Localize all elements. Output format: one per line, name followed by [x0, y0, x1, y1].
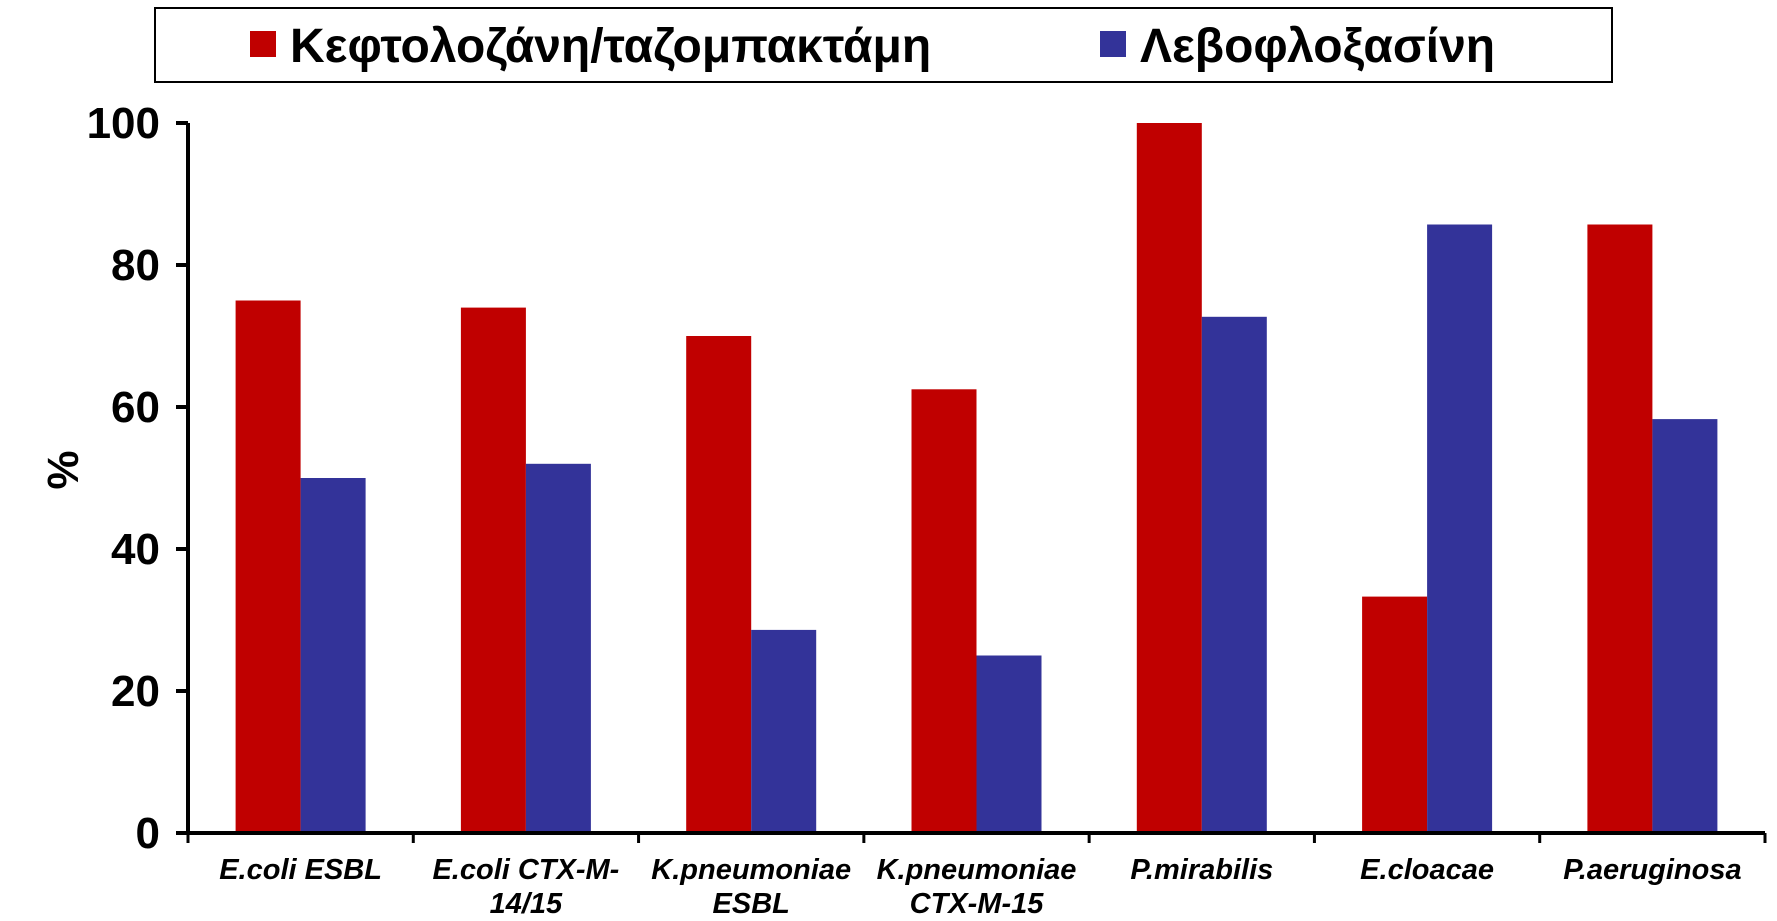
legend: Κεφτολοζάνη/ταζομπακτάμη Λεβοφλοξασίνη: [154, 7, 1613, 83]
x-tick-label-5: P.mirabilis: [1130, 854, 1273, 886]
y-axis-label-group: %: [38, 450, 87, 489]
legend-label-2: Λεβοφλοξασίνη: [1140, 20, 1495, 73]
bar-series2-cat5: [1201, 316, 1267, 833]
x-tick-label-line: 14/15: [490, 888, 563, 920]
y-axis-ticks: 0 20 40 60 80 100: [87, 99, 188, 858]
bar-series1-cat6: [1362, 596, 1428, 833]
x-tick-label-1: E.coli ESBL: [219, 854, 382, 886]
bar-series1-cat4: [911, 389, 977, 834]
x-tick-label-line: K.pneumoniae: [877, 854, 1077, 886]
bar-series2-cat7: [1652, 419, 1718, 833]
x-tick-label-line: P.aeruginosa: [1563, 854, 1741, 886]
legend-swatch-2: [1100, 31, 1126, 57]
x-tick-label-line: K.pneumoniae: [651, 854, 851, 886]
bar-series2-cat2: [525, 463, 591, 833]
x-tick-label-line: E.coli CTX-M-: [432, 854, 619, 886]
bar-series2-cat4: [976, 655, 1042, 833]
x-tick-label-line: ESBL: [713, 888, 790, 920]
x-tick-label-line: E.coli ESBL: [219, 854, 382, 886]
x-tick-label-7: P.aeruginosa: [1563, 854, 1741, 886]
x-axis-ticks: E.coli ESBL E.coli CTX-M-14/15 K.pneumonia…: [186, 833, 1767, 920]
x-tick-label-6: E.cloacae: [1360, 854, 1494, 886]
y-axis-label: %: [38, 450, 87, 489]
x-tick-label-line: CTX-M-15: [910, 888, 1045, 920]
bar-series1-cat7: [1587, 224, 1653, 833]
y-tick-label-0: 0: [136, 809, 160, 858]
bar-series2-cat1: [300, 478, 366, 833]
bar-series2-cat6: [1427, 224, 1493, 833]
y-tick-label-40: 40: [111, 525, 160, 574]
bar-series2-cat3: [751, 629, 817, 833]
bars: [235, 123, 1718, 834]
legend-label-1: Κεφτολοζάνη/ταζομπακτάμη: [290, 20, 931, 73]
x-tick-label-2: E.coli CTX-M-14/15: [432, 854, 619, 920]
y-tick-label-20: 20: [111, 667, 160, 716]
x-tick-label-3: K.pneumoniae ESBL: [651, 854, 851, 920]
bar-series1-cat5: [1136, 123, 1202, 833]
x-tick-label-4: K.pneumoniae CTX-M-15: [877, 854, 1077, 920]
legend-frame: [154, 7, 1613, 83]
axes: [186, 123, 1765, 835]
x-tick-label-line: E.cloacae: [1360, 854, 1494, 886]
x-tick-label-line: P.mirabilis: [1130, 854, 1273, 886]
bar-series1-cat2: [460, 307, 526, 834]
bar-series1-cat3: [686, 336, 752, 833]
bar-series1-cat1: [235, 300, 301, 833]
y-tick-label-60: 60: [111, 383, 160, 432]
y-tick-label-80: 80: [111, 241, 160, 290]
legend-swatch-1: [250, 31, 276, 57]
y-tick-label-100: 100: [87, 99, 160, 148]
